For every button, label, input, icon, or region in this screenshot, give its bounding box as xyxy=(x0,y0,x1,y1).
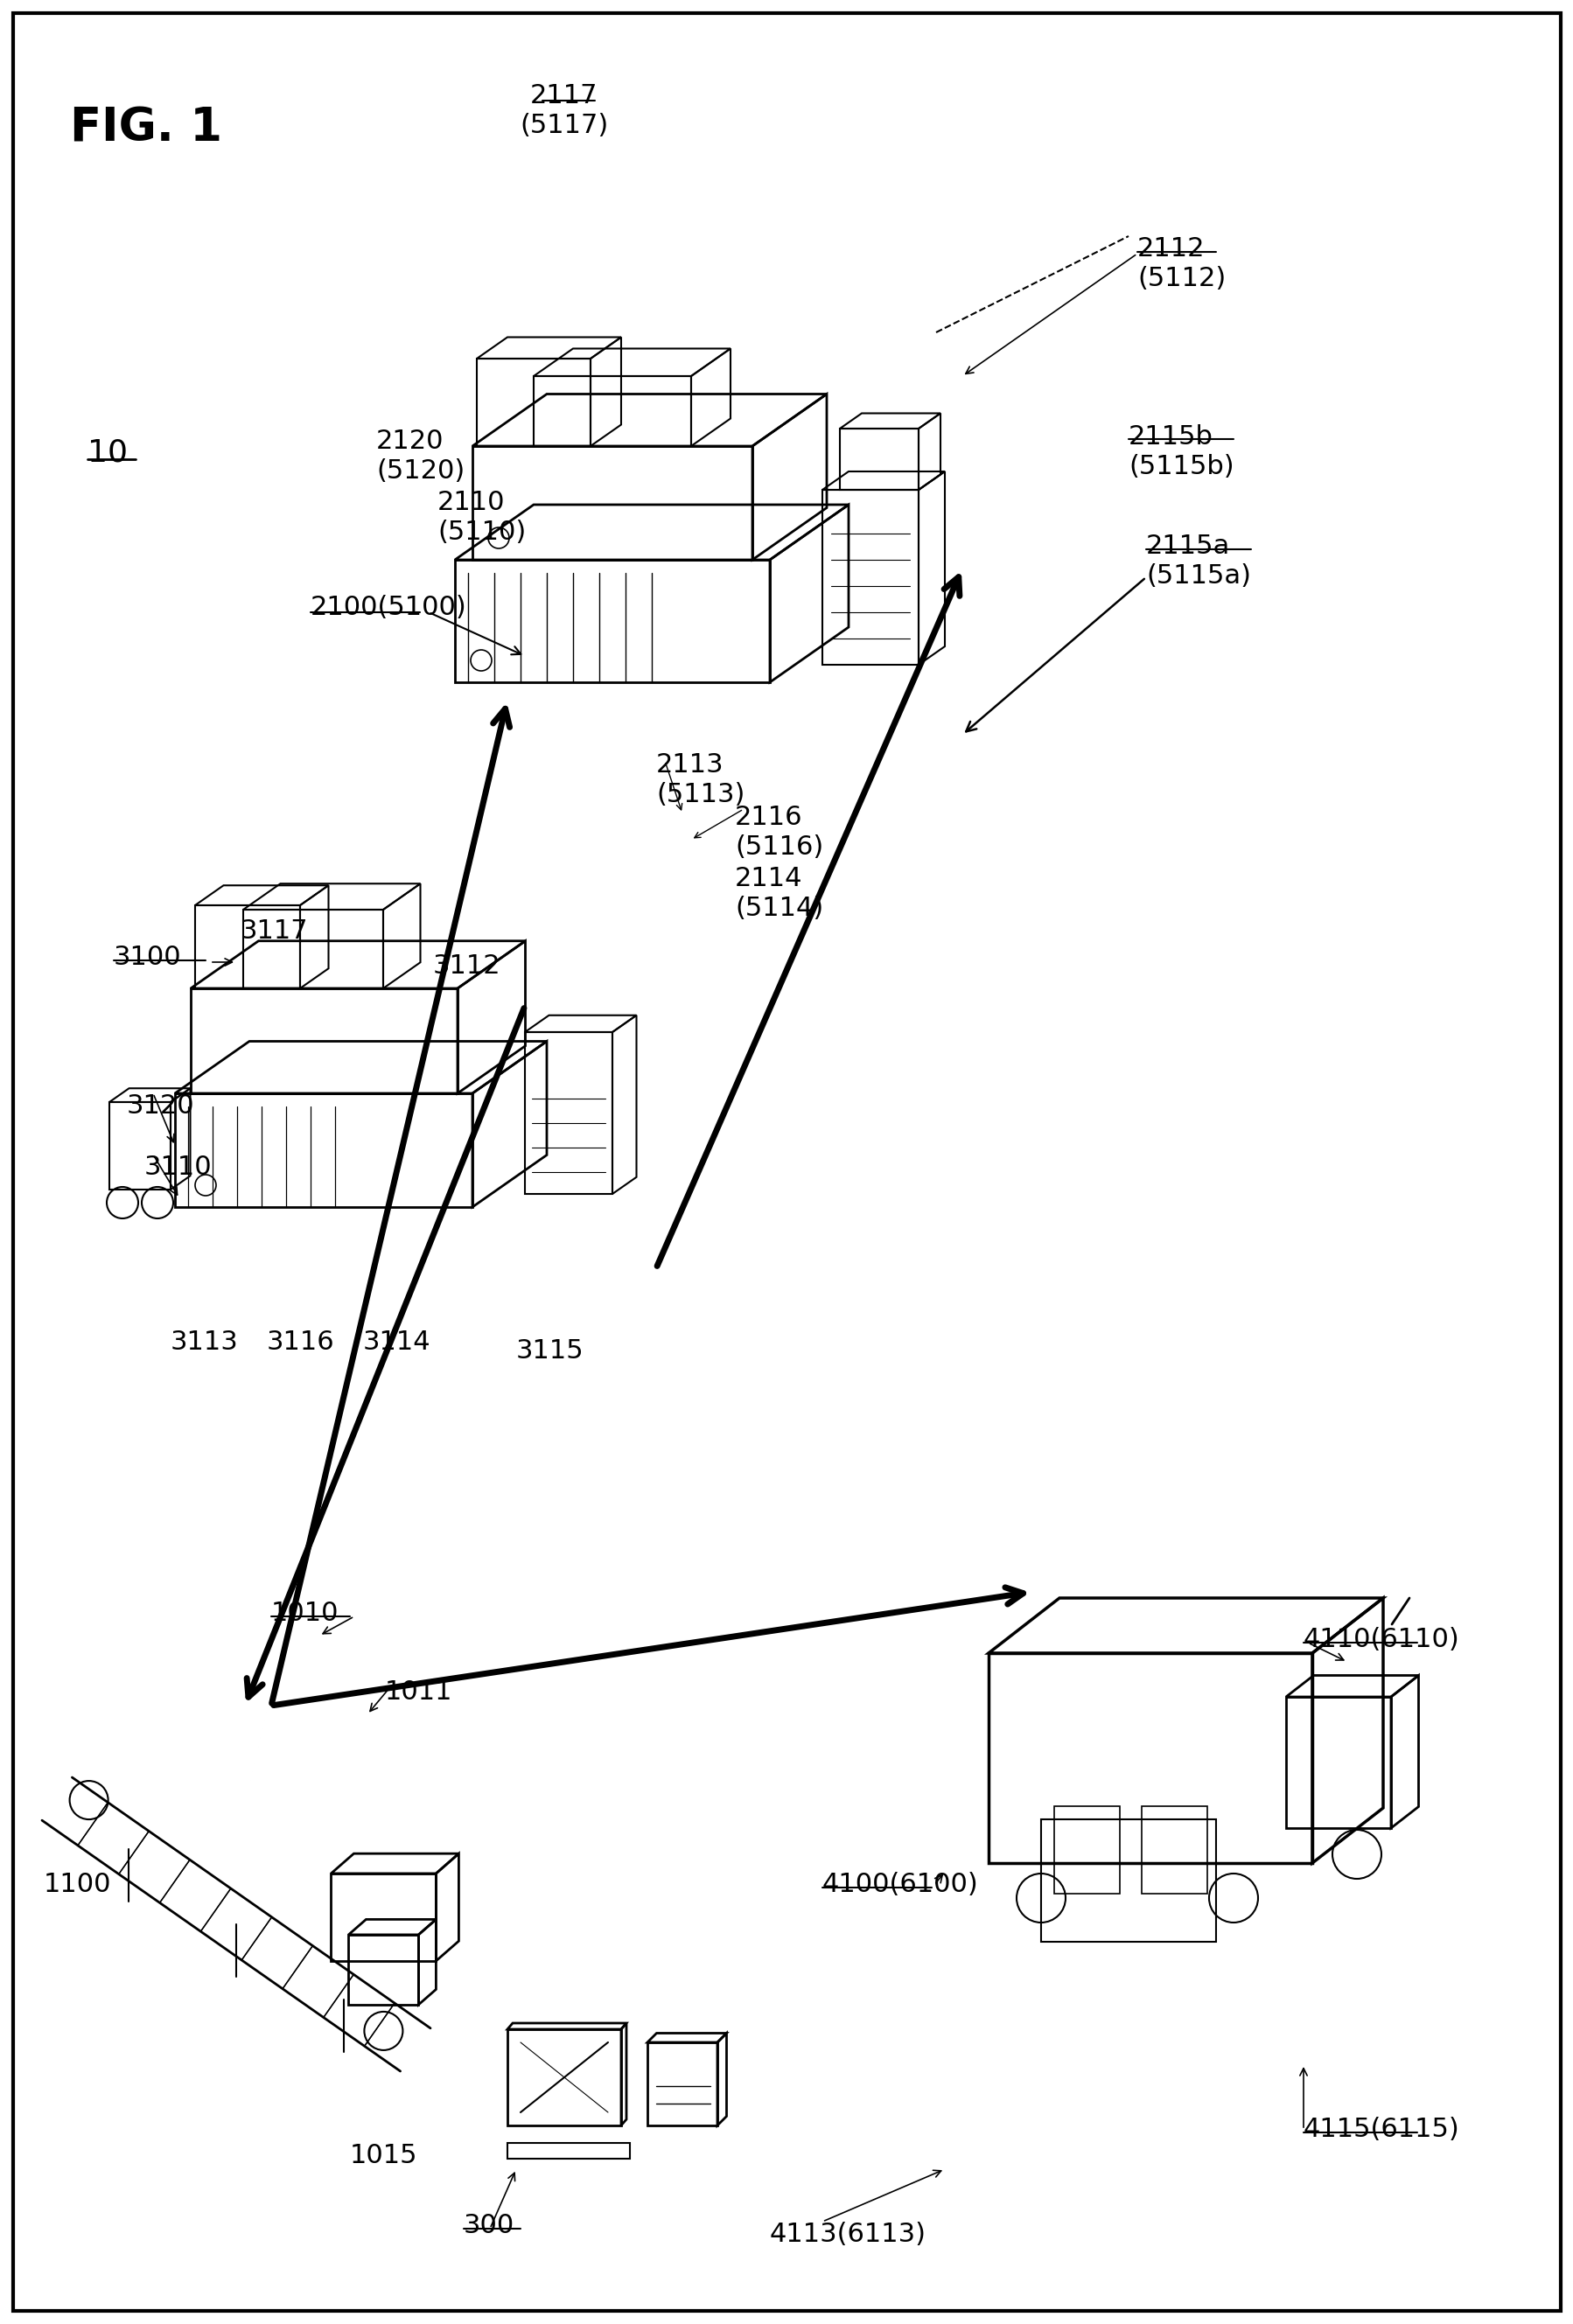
Text: 4100(6100): 4100(6100) xyxy=(823,1871,978,1896)
Text: 3116: 3116 xyxy=(267,1329,335,1355)
Bar xyxy=(507,2143,629,2159)
Text: 3117: 3117 xyxy=(241,918,308,944)
Text: 2117
(5117): 2117 (5117) xyxy=(519,84,609,137)
Text: 2110
(5110): 2110 (5110) xyxy=(437,490,525,544)
Text: 2114
(5114): 2114 (5114) xyxy=(735,867,823,920)
Text: 10: 10 xyxy=(88,437,127,467)
Text: 2116
(5116): 2116 (5116) xyxy=(735,804,823,860)
Text: 3114: 3114 xyxy=(363,1329,431,1355)
Text: 3112: 3112 xyxy=(433,953,500,978)
Text: 3115: 3115 xyxy=(516,1339,584,1364)
Text: 2115b
(5115b): 2115b (5115b) xyxy=(1128,425,1233,479)
Text: 2112
(5112): 2112 (5112) xyxy=(1137,237,1225,290)
Text: 4115(6115): 4115(6115) xyxy=(1302,2117,1460,2143)
Text: 1015: 1015 xyxy=(349,2143,417,2168)
Text: 2115a
(5115a): 2115a (5115a) xyxy=(1145,535,1251,588)
Bar xyxy=(1040,1820,1216,1943)
Text: 3120: 3120 xyxy=(127,1092,195,1118)
Text: 300: 300 xyxy=(464,2212,514,2238)
Text: 3100: 3100 xyxy=(113,944,181,969)
Text: 4113(6113): 4113(6113) xyxy=(769,2222,926,2247)
Text: 3110: 3110 xyxy=(145,1155,212,1181)
Text: FIG. 1: FIG. 1 xyxy=(69,105,222,151)
Text: 2100(5100): 2100(5100) xyxy=(310,595,467,621)
Bar xyxy=(1140,1806,1206,1894)
Text: 2120
(5120): 2120 (5120) xyxy=(376,428,464,483)
Text: 3113: 3113 xyxy=(170,1329,239,1355)
Text: 1010: 1010 xyxy=(271,1601,338,1627)
Text: 4110(6110): 4110(6110) xyxy=(1302,1627,1460,1652)
Bar xyxy=(1054,1806,1120,1894)
Text: 1100: 1100 xyxy=(44,1871,112,1896)
Text: 1011: 1011 xyxy=(385,1680,453,1706)
Text: 2113
(5113): 2113 (5113) xyxy=(656,753,744,806)
